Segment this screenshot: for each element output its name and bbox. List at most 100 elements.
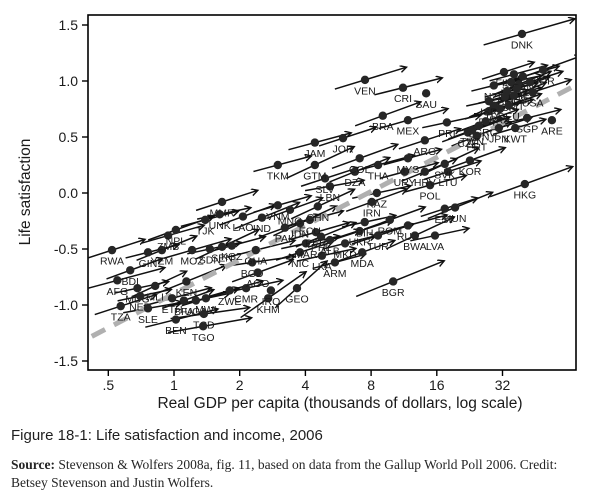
country-label: IDN — [291, 229, 309, 241]
country-label: IRN — [363, 207, 381, 219]
country-arrow — [94, 294, 157, 316]
country-arrow — [88, 239, 145, 259]
data-point — [310, 138, 320, 147]
data-point — [489, 81, 499, 90]
data-point — [135, 291, 145, 301]
country-label: VEN — [354, 85, 376, 97]
data-point — [116, 301, 125, 311]
country-arrow — [88, 268, 165, 289]
data-point — [340, 239, 350, 248]
country-label: MLI — [146, 291, 164, 303]
data-point — [494, 123, 504, 133]
country-label: CRI — [394, 93, 412, 105]
country-label: PRT — [466, 141, 487, 153]
country-arrow — [335, 220, 393, 240]
country-label: DEU — [498, 111, 520, 123]
country-arrow — [403, 175, 467, 193]
country-label: BRA — [372, 121, 394, 133]
country-arrow — [285, 147, 354, 179]
x-tick-label: .5 — [102, 377, 114, 393]
country-label: SDN — [199, 255, 221, 267]
y-tick-label: -0.5 — [54, 241, 78, 257]
data-point — [313, 202, 323, 211]
country-label: GEO — [285, 294, 308, 306]
country-label: VNM — [266, 211, 289, 223]
country-arrow — [253, 196, 312, 213]
x-tick-label: 1 — [170, 377, 178, 393]
data-point — [450, 203, 460, 212]
y-tick-label: -1.0 — [54, 297, 78, 313]
country-label: UNK — [209, 220, 231, 232]
country-arrow — [180, 211, 239, 228]
country-label: CHN — [306, 212, 329, 224]
country-arrow — [161, 290, 214, 310]
data-point — [171, 225, 181, 235]
data-point — [403, 154, 413, 163]
country-label: PER — [305, 238, 327, 250]
country-label: JAM — [304, 148, 325, 160]
data-point — [373, 160, 383, 170]
country-arrow — [163, 239, 231, 259]
x-tick-label: 16 — [429, 377, 445, 393]
country-arrow — [167, 318, 252, 334]
country-label: ALB — [320, 246, 340, 258]
country-arrow — [207, 237, 265, 253]
data-point — [410, 231, 420, 240]
data-point — [305, 215, 314, 225]
data-point — [113, 276, 122, 285]
country-arrow — [386, 217, 454, 250]
country-label: DZA — [344, 177, 365, 189]
country-arrow — [297, 248, 356, 262]
data-point — [292, 284, 302, 293]
y-tick-label: 0.5 — [59, 129, 79, 145]
country-label: PAK — [275, 233, 295, 245]
data-point — [310, 160, 320, 170]
source-note: Source: Stevenson & Wolfers 2008a, fig. … — [11, 456, 597, 492]
country-label: SLV — [315, 184, 334, 196]
data-point — [253, 268, 262, 277]
data-point — [266, 286, 276, 295]
country-label: CMR — [234, 294, 258, 306]
data-point — [217, 242, 227, 251]
country-label: SEN — [211, 252, 233, 264]
country-label: SGP — [516, 123, 538, 135]
data-point — [398, 83, 408, 92]
data-point — [372, 188, 382, 198]
country-label: LKA — [312, 261, 332, 273]
data-point — [511, 123, 520, 133]
country-label: BIH — [356, 228, 374, 240]
country-label: GHA — [244, 256, 267, 268]
country-label: LAO — [232, 222, 253, 234]
data-point — [512, 84, 521, 94]
data-point — [506, 77, 516, 87]
data-point — [157, 245, 167, 255]
data-point — [350, 167, 360, 176]
data-point — [238, 212, 248, 221]
country-label: PRI — [438, 128, 456, 140]
data-point — [201, 294, 211, 303]
country-label: HKG — [513, 190, 536, 202]
country-arrow — [489, 65, 548, 82]
data-point — [509, 70, 519, 79]
source-text: Stevenson & Wolfers 2008a, fig. 11, base… — [11, 457, 558, 491]
country-arrow — [205, 281, 263, 299]
y-tick-label: 1.5 — [59, 17, 79, 33]
country-label: KGZ — [221, 251, 243, 263]
data-point — [317, 251, 327, 260]
country-label: TUR — [367, 241, 389, 253]
country-arrow — [502, 110, 561, 125]
country-arrow — [300, 168, 358, 187]
country-label: CZE — [457, 138, 478, 150]
data-point — [247, 258, 257, 267]
country-label: BGR — [382, 287, 405, 299]
data-point — [205, 244, 215, 254]
country-arrow — [195, 190, 258, 212]
country-label: SVK — [434, 169, 455, 181]
country-label: IRQ — [262, 296, 281, 308]
country-label: URY — [394, 177, 416, 189]
country-label: THA — [368, 171, 389, 183]
country-arrow — [274, 261, 327, 309]
country-label: KWT — [504, 134, 528, 146]
country-label: FRA — [489, 115, 510, 127]
